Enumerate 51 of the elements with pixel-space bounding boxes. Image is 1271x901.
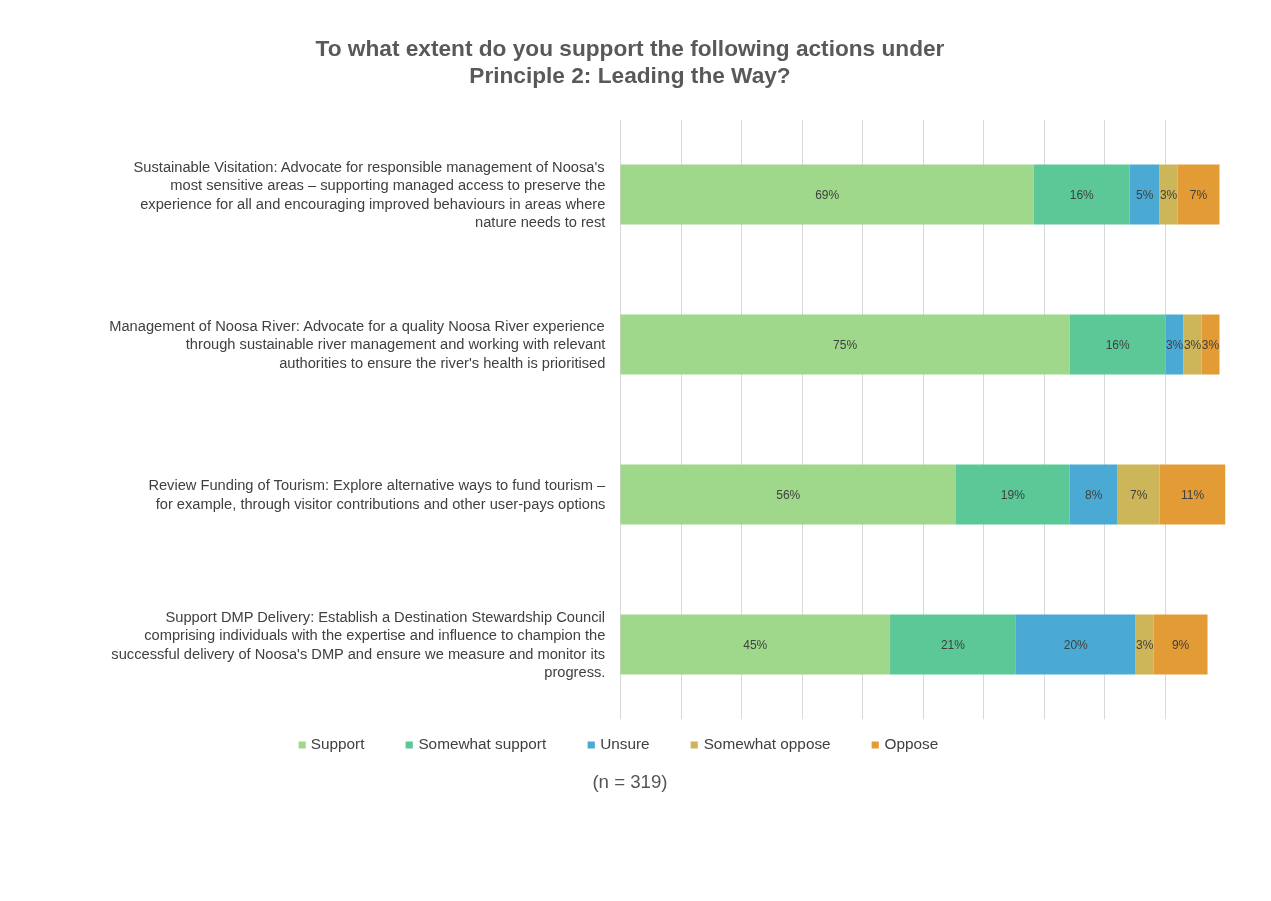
text: (n = 319) (592, 770, 668, 795)
data-label: 5% (1135, 187, 1154, 202)
bar (955, 464, 1070, 525)
bar (1159, 464, 1226, 525)
data-label: 21% (940, 637, 966, 652)
data-label: 3% (1165, 337, 1184, 352)
data-label: 7% (1189, 187, 1208, 202)
data-label: 7% (1129, 487, 1148, 502)
legend-label: Oppose (884, 735, 939, 754)
y-tick-label: Review Funding of Tourism: Explore alternative ways to fund tourism – for example, through visitor contributions and other user-pays options (148, 477, 606, 513)
data-label: 16% (1105, 337, 1131, 352)
y-tick-label: Sustainable Visitation: Advocate for responsible management of Noosa's most sensitive areas – supporting managed access to preserve the experience for all and encouraging improved behaviours in areas where nature needs to rest (133, 159, 606, 231)
bar (1177, 164, 1220, 225)
data-label: 3% (1201, 337, 1220, 352)
data-label: 69% (815, 187, 840, 202)
bar (620, 464, 956, 525)
bar (1153, 614, 1208, 675)
bar (1183, 314, 1202, 375)
bar (1069, 314, 1166, 375)
data-label: 9% (1171, 637, 1190, 652)
data-label: 11% (1180, 487, 1205, 502)
legend-label: Somewhat oppose (703, 735, 831, 754)
bar (620, 314, 1070, 375)
bar (1015, 614, 1136, 675)
bar (1069, 464, 1118, 525)
data-label: 45% (743, 637, 768, 652)
chart-title: To what extent do you support the following actions under Principle 2: Leading the Way? (315, 35, 945, 90)
legend-label: Somewhat support (418, 735, 547, 754)
bar (1135, 614, 1154, 675)
data-label: 3% (1159, 187, 1178, 202)
data-label: 16% (1069, 187, 1095, 202)
data-label: 75% (833, 337, 858, 352)
bar (1201, 314, 1220, 375)
bar (890, 614, 1016, 675)
bar (1033, 164, 1130, 225)
bar (1165, 314, 1184, 375)
bar (1129, 164, 1160, 225)
data-label: 8% (1085, 487, 1103, 502)
bar (1117, 464, 1160, 525)
bar (1159, 164, 1178, 225)
data-label: 20% (1063, 637, 1089, 652)
y-tick-label: Management of Noosa River: Advocate for a quality Noosa River experience through sustainable river management and working with relevant authorities to ensure the river's health is prioritised (109, 318, 606, 372)
bar (620, 614, 891, 675)
data-label: 19% (1000, 487, 1026, 502)
data-label: 3% (1135, 637, 1154, 652)
bar (620, 164, 1034, 225)
legend-label: Support (310, 735, 365, 754)
legend-label: Unsure (600, 735, 650, 754)
data-label: 56% (776, 487, 801, 502)
y-tick-label: Support DMP Delivery: Establish a Destination Stewardship Council comprising individuals with the expertise and influence to champion the successful delivery of Noosa's DMP and ensure we measure and monitor its progress. (111, 609, 606, 681)
data-label: 3% (1183, 337, 1202, 352)
